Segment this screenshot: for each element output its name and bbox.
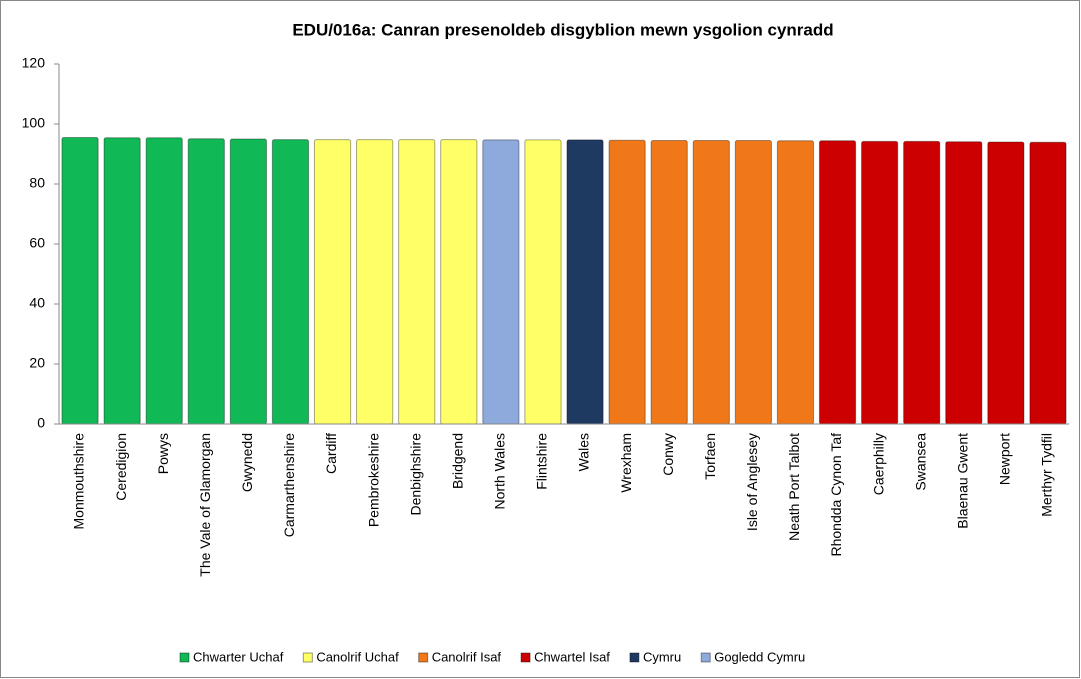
legend-swatch xyxy=(179,652,190,663)
x-tick-label: Wrexham xyxy=(618,433,634,493)
bar xyxy=(524,139,562,425)
x-tick-label: Caerphilly xyxy=(870,433,886,495)
x-tick-label: Conwy xyxy=(660,433,676,476)
bar xyxy=(1029,141,1067,425)
x-tick-label: Bridgend xyxy=(449,433,465,489)
legend-label: Gogledd Cymru xyxy=(714,649,805,664)
y-tick-label: 40 xyxy=(29,295,45,311)
x-tick-label: Neath Port Talbot xyxy=(786,433,802,541)
bar xyxy=(271,139,310,425)
x-tick-label: Blaenau Gwent xyxy=(954,433,970,529)
y-tick-label: 60 xyxy=(29,235,45,251)
legend-label: Canolrif Isaf xyxy=(432,649,502,664)
x-tick-label: Powys xyxy=(155,433,171,474)
legend-swatch xyxy=(302,652,313,663)
x-tick-label: Newport xyxy=(997,433,1013,485)
x-tick-label: Denbighshire xyxy=(407,433,423,516)
bar xyxy=(482,139,520,425)
bar xyxy=(187,138,225,425)
x-tick-label: North Wales xyxy=(492,433,508,510)
bar xyxy=(776,140,815,425)
legend-swatch xyxy=(520,652,531,663)
bar xyxy=(313,139,352,425)
legend-swatch xyxy=(418,652,429,663)
x-tick-label: Isle of Anglesey xyxy=(744,433,760,531)
y-tick-label: 20 xyxy=(29,355,45,371)
bar xyxy=(945,141,983,425)
bar xyxy=(692,140,730,425)
x-tick-label: Merthyr Tydfil xyxy=(1039,433,1055,517)
bar xyxy=(566,139,604,425)
bar xyxy=(818,140,857,425)
bar xyxy=(608,139,646,425)
bar xyxy=(103,137,141,425)
chart-title: EDU/016a: Canran presenoldeb disgyblion … xyxy=(292,20,833,39)
y-tick-label: 0 xyxy=(37,415,45,431)
legend-swatch xyxy=(700,652,711,663)
bar xyxy=(145,137,183,425)
legend-label: Chwartel Isaf xyxy=(534,649,610,664)
bar xyxy=(861,140,899,425)
x-tick-label: Torfaen xyxy=(702,433,718,480)
x-tick-label: Flintshire xyxy=(534,433,550,490)
bar xyxy=(61,137,99,425)
y-tick-label: 100 xyxy=(22,115,46,131)
bar xyxy=(734,140,772,425)
bar xyxy=(356,139,394,425)
x-tick-label: Wales xyxy=(576,433,592,471)
x-tick-label: Carmarthenshire xyxy=(281,433,297,537)
y-tick-label: 80 xyxy=(29,175,45,191)
y-tick-label: 120 xyxy=(22,55,46,71)
bar xyxy=(229,138,267,425)
bar xyxy=(987,141,1025,425)
bar xyxy=(903,140,941,425)
legend-swatch xyxy=(629,652,640,663)
x-tick-label: Pembrokeshire xyxy=(365,433,381,527)
x-tick-label: Ceredigion xyxy=(113,433,129,501)
x-tick-label: The Vale of Glamorgan xyxy=(197,433,213,577)
x-tick-label: Rhondda Cynon Taf xyxy=(828,433,844,557)
bar xyxy=(398,139,436,425)
x-tick-label: Gwynedd xyxy=(239,433,255,492)
legend-label: Cymru xyxy=(643,649,681,664)
legend-label: Chwarter Uchaf xyxy=(193,649,284,664)
x-tick-label: Cardiff xyxy=(323,433,339,474)
legend-label: Canolrif Uchaf xyxy=(316,649,399,664)
bar xyxy=(440,139,478,425)
x-tick-label: Monmouthshire xyxy=(71,433,87,530)
x-tick-label: Swansea xyxy=(912,433,928,491)
bar xyxy=(650,140,688,425)
